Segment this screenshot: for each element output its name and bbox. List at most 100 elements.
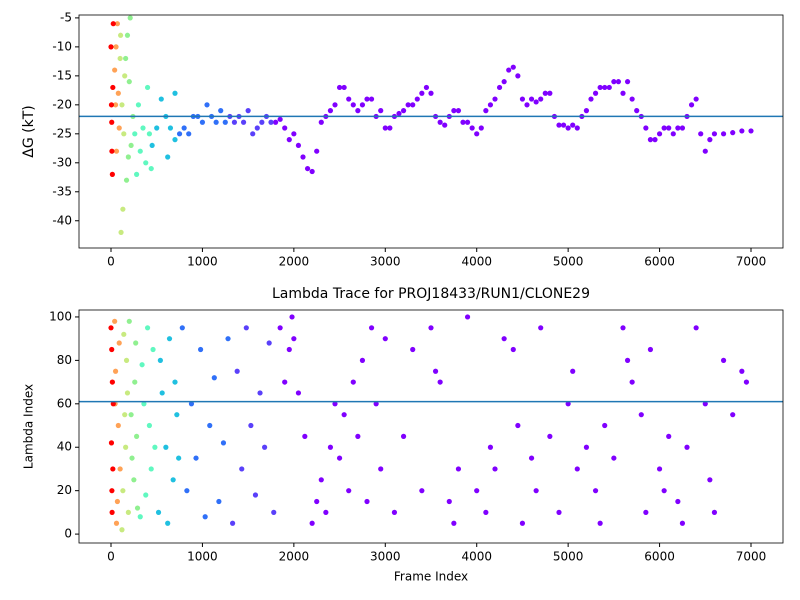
x-tick-label: 5000: [553, 255, 584, 269]
point: [501, 336, 507, 342]
point: [139, 362, 145, 368]
point: [565, 125, 571, 131]
point: [570, 122, 576, 128]
point: [327, 108, 334, 114]
y-tick-label: -35: [52, 184, 72, 198]
point: [124, 32, 131, 38]
point: [538, 325, 544, 331]
point: [134, 171, 140, 177]
point: [656, 466, 663, 472]
point: [506, 67, 512, 73]
point: [140, 125, 146, 131]
point: [109, 379, 115, 385]
point: [460, 119, 466, 125]
point: [661, 125, 667, 131]
point: [400, 433, 407, 439]
point: [542, 90, 548, 96]
point: [414, 96, 420, 102]
y-tick-label: -5: [60, 10, 72, 24]
point: [116, 125, 122, 131]
point: [302, 433, 308, 439]
point: [225, 336, 231, 342]
point: [123, 357, 130, 363]
point: [188, 401, 195, 407]
point: [455, 466, 462, 472]
point: [318, 477, 324, 483]
point: [159, 390, 165, 396]
point: [464, 314, 471, 320]
point: [611, 79, 617, 85]
point: [707, 477, 713, 483]
point: [318, 119, 324, 125]
point: [108, 440, 115, 446]
point: [437, 379, 443, 385]
point: [110, 21, 116, 27]
point: [602, 84, 608, 91]
y-tick-label: -25: [52, 126, 72, 140]
y-tick-label: -20: [52, 97, 72, 111]
point: [346, 488, 352, 494]
point: [583, 444, 590, 450]
point: [624, 357, 631, 363]
point: [533, 488, 539, 494]
point: [202, 514, 208, 520]
point: [492, 466, 498, 472]
point: [720, 131, 727, 137]
point: [257, 390, 263, 396]
point: [109, 346, 115, 353]
point: [592, 488, 599, 494]
point: [730, 130, 736, 136]
point: [282, 379, 288, 385]
point: [110, 401, 116, 407]
point: [483, 108, 489, 114]
point: [442, 122, 448, 128]
axes-frame: [78, 14, 784, 249]
point: [112, 368, 119, 374]
point: [150, 346, 156, 353]
point: [341, 412, 347, 418]
point: [643, 509, 649, 515]
point: [172, 379, 178, 385]
point: [109, 171, 115, 177]
point: [268, 119, 274, 125]
point: [158, 96, 164, 102]
point: [148, 466, 154, 472]
x-tick-label: 1000: [187, 550, 218, 564]
point: [207, 422, 213, 429]
point: [656, 131, 663, 137]
point: [277, 325, 283, 331]
point: [300, 154, 306, 160]
point: [661, 488, 667, 494]
point: [167, 125, 174, 131]
point: [524, 102, 530, 108]
point: [428, 90, 434, 96]
y-tick-label: -10: [52, 39, 72, 53]
point: [519, 96, 526, 102]
y-tick-label: 80: [57, 353, 72, 367]
point: [172, 90, 178, 96]
point: [122, 412, 128, 418]
point: [730, 412, 736, 418]
point: [137, 514, 143, 520]
point: [309, 168, 315, 175]
point: [629, 379, 635, 385]
plot-area: [108, 314, 750, 533]
point: [254, 125, 260, 131]
point: [113, 44, 119, 50]
x-tick-label: 1000: [187, 255, 218, 269]
point: [154, 125, 160, 131]
point: [474, 131, 480, 137]
x-tick-label: 7000: [736, 550, 767, 564]
point: [115, 90, 121, 96]
point: [556, 509, 562, 515]
point: [165, 154, 171, 160]
point: [146, 131, 152, 137]
point: [286, 137, 292, 143]
point: [112, 67, 118, 73]
point: [119, 527, 125, 533]
point: [123, 444, 129, 450]
point: [707, 137, 713, 143]
point: [592, 90, 599, 96]
point: [515, 73, 521, 79]
x-tick-label: 7000: [736, 255, 767, 269]
